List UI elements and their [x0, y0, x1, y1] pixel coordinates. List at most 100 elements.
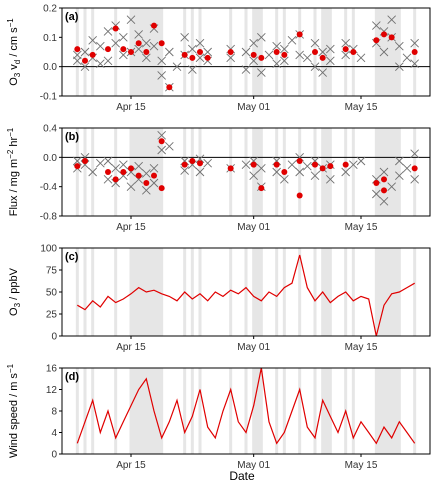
data-point-cross	[103, 156, 113, 166]
data-point-cross	[287, 35, 297, 45]
data-point-cross	[203, 47, 212, 57]
data-point-cross	[395, 156, 404, 166]
data-point-dot	[327, 163, 334, 170]
data-point-cross	[134, 30, 143, 39]
shaded-period	[114, 248, 118, 336]
y-axis-label: O3 vd / cm s−1	[6, 18, 22, 86]
data-point-dot	[342, 161, 349, 168]
data-point-cross	[402, 53, 412, 63]
shaded-period	[198, 248, 202, 336]
data-point-cross	[272, 167, 281, 177]
data-point-dot	[250, 161, 257, 168]
data-point-cross	[157, 56, 166, 66]
data-point-dot	[227, 49, 234, 55]
panel-label: (c)	[65, 251, 79, 263]
data-point-dot	[158, 185, 165, 192]
data-point-cross	[119, 33, 128, 42]
data-point-cross	[195, 38, 205, 48]
data-point-cross	[142, 169, 151, 178]
data-point-dot	[128, 49, 134, 55]
x-tick-label: Apr 15	[116, 102, 146, 113]
data-point-cross	[410, 38, 419, 48]
data-point-cross	[157, 71, 166, 80]
data-point-cross	[172, 62, 182, 71]
panel-3: 0 25 50 75 100 Apr 15 May 01 May 15 (c) O3 / ppbV	[8, 244, 431, 353]
data-point-dot	[373, 180, 380, 186]
data-point-cross	[96, 41, 105, 51]
shaded-period	[413, 368, 417, 454]
data-point-cross	[165, 47, 174, 57]
x-tick-label: May 15	[345, 222, 378, 233]
shaded-period	[413, 128, 417, 216]
data-point-dot	[319, 165, 326, 172]
data-point-cross	[80, 47, 90, 57]
data-point-cross	[395, 171, 404, 180]
data-point-cross	[341, 38, 350, 48]
data-point-dot	[105, 46, 111, 53]
data-point-dot	[181, 161, 188, 168]
data-point-cross	[103, 175, 113, 184]
panel-4: 0 4 8 12 16 Apr 15 May 01 May 15 (d) Wind speed /…	[6, 363, 431, 471]
data-point-cross	[326, 56, 335, 66]
data-point-cross	[356, 156, 366, 166]
plot-frame	[61, 7, 431, 97]
data-point-cross	[126, 15, 136, 25]
shaded-period	[351, 248, 355, 336]
data-point-dot	[373, 37, 380, 44]
y-tick-label: 100	[40, 244, 57, 255]
shaded-period	[129, 368, 164, 454]
shaded-period	[313, 248, 317, 336]
panel-label: (b)	[65, 131, 79, 143]
data-point-dot	[197, 49, 203, 55]
data-point-dot	[74, 46, 81, 53]
series-line	[77, 254, 415, 337]
data-point-dot	[151, 172, 157, 179]
data-point-dot	[82, 57, 88, 64]
shaded-period	[91, 368, 95, 454]
data-point-cross	[410, 149, 419, 158]
data-point-cross	[303, 161, 312, 171]
data-point-cross	[103, 56, 113, 66]
shaded-period	[374, 248, 401, 336]
data-point-dot	[342, 46, 349, 53]
data-point-cross	[180, 166, 189, 175]
panel-label: (d)	[65, 371, 79, 383]
y-tick-label: 0.4	[43, 124, 57, 135]
data-point-cross	[142, 53, 151, 63]
data-point-cross	[257, 164, 266, 173]
shaded-period	[282, 248, 286, 336]
shaded-period	[321, 368, 332, 454]
data-point-cross	[111, 164, 120, 173]
shaded-period	[91, 248, 95, 336]
data-point-cross	[126, 182, 136, 191]
data-point-dot	[135, 40, 142, 47]
data-point-cross	[264, 50, 274, 60]
data-point-dot	[151, 22, 157, 29]
shaded-period	[190, 248, 194, 336]
shaded-period	[252, 8, 263, 96]
shaded-period	[190, 128, 194, 216]
data-point-dot	[189, 54, 196, 61]
data-point-cross	[372, 189, 381, 199]
shaded-period	[229, 368, 233, 454]
data-point-dot	[120, 169, 127, 175]
data-point-cross	[142, 38, 151, 48]
shaded-period	[244, 368, 248, 454]
data-point-dot	[281, 169, 288, 175]
y-tick-label: 4	[51, 428, 57, 439]
data-point-dot	[74, 163, 81, 170]
data-point-cross	[195, 154, 205, 164]
y-tick-label: 0.2	[43, 4, 57, 15]
shaded-period	[298, 248, 302, 336]
data-point-dot	[189, 158, 196, 164]
x-tick-label: Apr 15	[116, 460, 146, 471]
data-point-dot	[158, 138, 165, 145]
data-point-cross	[88, 35, 97, 45]
shaded-period	[75, 368, 79, 454]
data-point-dot	[250, 51, 257, 58]
x-tick-label: Apr 15	[116, 342, 146, 353]
data-point-cross	[341, 167, 350, 177]
data-point-cross	[326, 44, 335, 54]
x-tick-label: May 01	[237, 102, 270, 113]
